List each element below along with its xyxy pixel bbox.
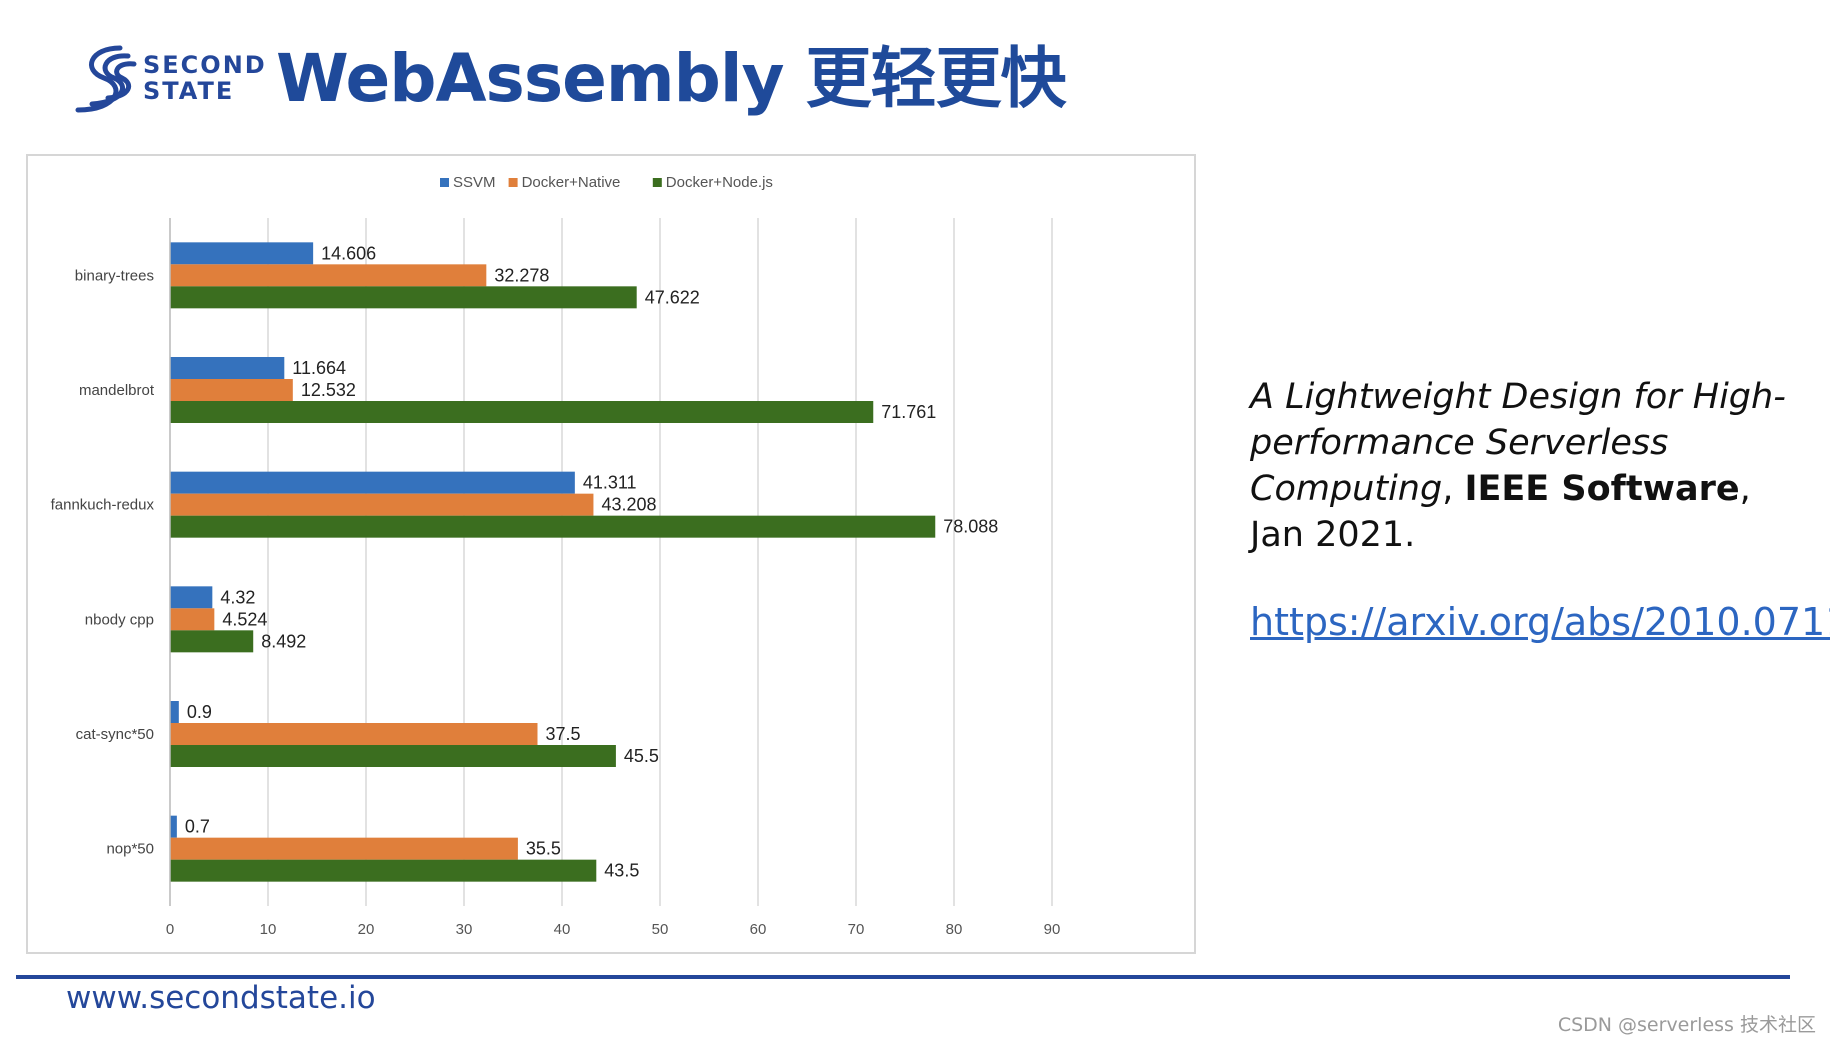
- bar: [170, 815, 177, 838]
- category-label: mandelbrot: [79, 382, 155, 399]
- logo-line-2: STATE: [143, 77, 235, 105]
- x-tick-label: 40: [554, 921, 571, 938]
- paper-title: A Lightweight Design for High-performanc…: [1250, 377, 1786, 509]
- bar: [170, 242, 314, 265]
- bar: [170, 701, 179, 723]
- chart-svg: 0 10 20 30 40 50 60 70 80 90 binary-trees 14.606 32.…: [51, 174, 1061, 938]
- data-label: 43.208: [601, 495, 656, 515]
- x-tick-label: 0: [166, 921, 174, 938]
- data-label: 0.9: [187, 702, 212, 722]
- category-label: cat-sync*50: [76, 726, 154, 743]
- x-tick-label: 10: [260, 921, 277, 938]
- x-tick-label: 80: [946, 921, 963, 938]
- bar: [170, 286, 637, 309]
- bar: [170, 723, 538, 745]
- slide-title: WebAssembly 更轻更快: [276, 40, 1067, 117]
- journal-name: IEEE Software: [1464, 469, 1740, 509]
- legend-label: Docker+Node.js: [666, 174, 773, 191]
- data-label: 4.32: [220, 587, 255, 607]
- bar: [170, 745, 616, 767]
- x-tick-label: 30: [456, 921, 473, 938]
- legend-swatch: [652, 178, 662, 187]
- legend-swatch: [440, 178, 449, 187]
- data-label: 8.492: [261, 631, 306, 651]
- data-label: 37.5: [546, 724, 581, 744]
- data-label: 0.7: [185, 817, 210, 837]
- x-tick-label: 50: [652, 921, 669, 938]
- bar: [170, 586, 213, 609]
- data-label: 71.761: [881, 402, 936, 422]
- x-tick-label: 60: [750, 921, 767, 938]
- data-label: 12.532: [301, 380, 356, 400]
- category-label: binary-trees: [75, 267, 154, 284]
- category-label: fannkuch-redux: [51, 497, 155, 514]
- second-state-logo-icon: [75, 45, 137, 113]
- bar: [170, 630, 254, 653]
- x-tick-label: 20: [358, 921, 375, 938]
- bar: [170, 608, 215, 631]
- benchmark-chart: 0 10 20 30 40 50 60 70 80 90 binary-trees 14.606 32.…: [26, 154, 1196, 954]
- legend-label: SSVM: [453, 174, 496, 191]
- arxiv-link[interactable]: https://arxiv.org/abs/2010.07115: [1250, 600, 1830, 644]
- footer-url: www.secondstate.io: [66, 980, 376, 1016]
- logo-line-1: SECOND: [143, 51, 267, 79]
- data-label: 35.5: [526, 839, 561, 859]
- footer-divider: [16, 975, 1790, 979]
- bar: [170, 471, 575, 494]
- citation-date: , Jan 2021.: [1250, 469, 1751, 555]
- data-label: 14.606: [321, 243, 376, 263]
- data-label: 45.5: [624, 746, 659, 766]
- data-label: 78.088: [943, 517, 998, 537]
- bar: [170, 515, 936, 538]
- citation: A Lightweight Design for High-performanc…: [1250, 374, 1810, 558]
- citation-separator: ,: [1442, 469, 1465, 509]
- category-label: nop*50: [106, 841, 154, 858]
- bar: [170, 493, 594, 516]
- data-label: 32.278: [494, 265, 549, 285]
- data-label: 4.524: [222, 609, 267, 629]
- x-tick-label: 90: [1044, 921, 1061, 938]
- category-label: nbody cpp: [85, 611, 154, 628]
- bar: [170, 401, 874, 423]
- data-label: 43.5: [604, 861, 639, 881]
- watermark: CSDN @serverless 技术社区: [1557, 1014, 1816, 1036]
- data-label: 47.622: [645, 287, 700, 307]
- bar: [170, 357, 285, 379]
- data-label: 41.311: [583, 473, 637, 493]
- bar: [170, 379, 293, 401]
- bar: [170, 837, 518, 860]
- bar: [170, 264, 487, 287]
- x-tick-label: 70: [848, 921, 865, 938]
- legend-label: Docker+Native: [522, 174, 621, 191]
- logo-wordmark: SECOND STATE: [143, 52, 267, 104]
- legend-swatch: [508, 178, 518, 187]
- bar: [170, 859, 597, 882]
- data-label: 11.664: [292, 358, 346, 378]
